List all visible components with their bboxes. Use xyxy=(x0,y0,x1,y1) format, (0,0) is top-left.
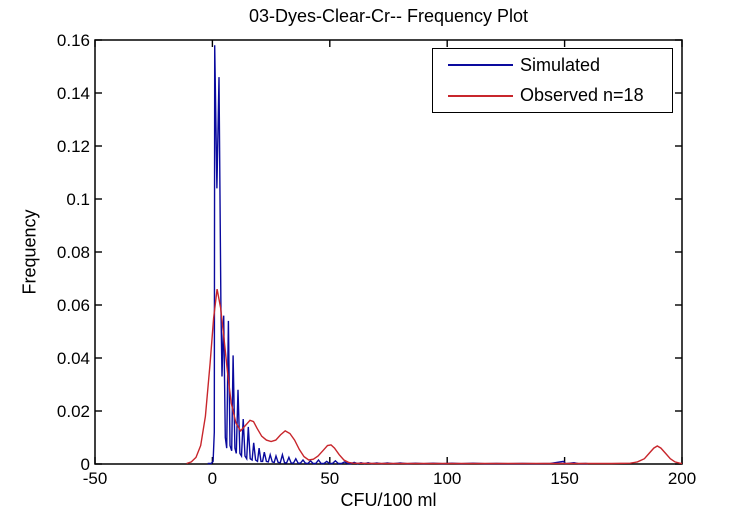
y-tick-label: 0.02 xyxy=(56,401,90,421)
x-tick-label: 0 xyxy=(207,469,218,488)
x-axis-label: CFU/100 ml xyxy=(340,490,437,510)
y-tick-label: 0.16 xyxy=(56,30,90,50)
chart-title: 03-Dyes-Clear-Cr-- Frequency Plot xyxy=(248,6,529,26)
legend-label: Observed n=18 xyxy=(520,85,644,106)
x-tick-label: 50 xyxy=(320,469,340,488)
legend-line-sample xyxy=(448,64,513,67)
y-tick-label: 0.14 xyxy=(56,83,90,103)
x-tick-label: 100 xyxy=(433,469,462,488)
y-tick-label: 0.12 xyxy=(56,136,90,156)
y-tick-label: 0.04 xyxy=(56,348,90,368)
legend-entry: Observed n=18 xyxy=(433,82,672,110)
legend-label: Simulated xyxy=(520,54,601,75)
legend-entry: Simulated xyxy=(433,51,672,79)
legend-line-sample xyxy=(448,94,513,97)
y-tick-label: 0.1 xyxy=(66,189,90,209)
y-tick-label: 0.08 xyxy=(56,242,90,262)
series-line-observed-n-18 xyxy=(186,288,683,465)
x-tick-label: -50 xyxy=(82,469,108,488)
x-tick-label: 200 xyxy=(667,469,697,488)
y-tick-label: 0.06 xyxy=(56,295,90,315)
legend-box: Simulated Observed n=18 xyxy=(432,48,673,113)
x-tick-label: 150 xyxy=(550,469,579,488)
y-tick-label: 0 xyxy=(80,454,90,474)
